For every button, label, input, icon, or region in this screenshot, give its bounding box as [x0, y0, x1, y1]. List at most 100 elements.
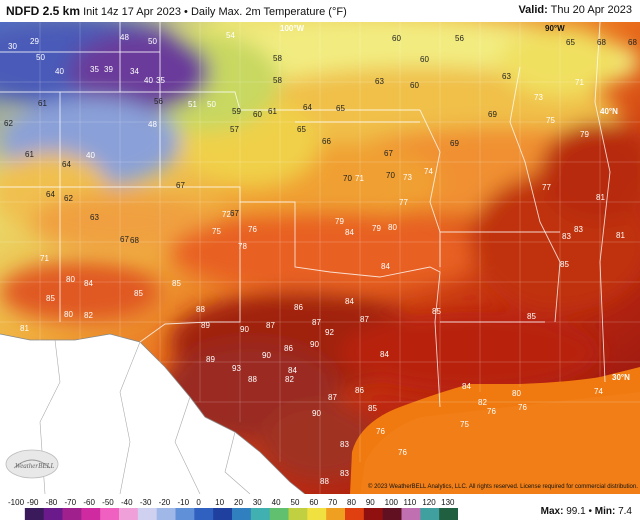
- temperature-value: 67: [384, 149, 393, 158]
- temperature-value: 83: [574, 225, 583, 234]
- colorbar-cell: [288, 508, 308, 520]
- temperature-value: 90: [312, 409, 321, 418]
- colorbar-tick-label: 40: [272, 498, 281, 507]
- temperature-value: 83: [340, 440, 349, 449]
- colorbar-cell: [250, 508, 271, 520]
- temperature-value: 69: [488, 110, 497, 119]
- min-value: 7.4: [618, 506, 632, 517]
- header-separator: •: [184, 6, 188, 18]
- temperature-value: 58: [273, 54, 282, 63]
- temperature-value: 83: [340, 469, 349, 478]
- temperature-value: 62: [64, 194, 73, 203]
- temperature-value: 59: [232, 107, 241, 116]
- colorbar-tick-label: 120: [422, 498, 436, 507]
- temperature-value: 61: [25, 150, 34, 159]
- temperature-value: 61: [38, 99, 47, 108]
- colorbar-cell: [175, 508, 195, 520]
- temperature-value: 85: [527, 312, 536, 321]
- temperature-value: 69: [450, 139, 459, 148]
- temperature-value: 84: [462, 382, 471, 391]
- colorbar-cell: [232, 508, 252, 520]
- temperature-value: 87: [312, 318, 321, 327]
- temperature-value: 76: [487, 407, 496, 416]
- temperature-value: 85: [172, 279, 181, 288]
- temperature-value: 86: [294, 303, 303, 312]
- temperature-value: 82: [285, 375, 294, 384]
- colorbar-tick-label: -100: [8, 498, 25, 507]
- temperature-value: 60: [392, 34, 401, 43]
- temperature-value: 65: [336, 104, 345, 113]
- colorbar-tick-label: -50: [102, 498, 114, 507]
- colorbar-cell: [194, 508, 214, 520]
- temperature-value: 70: [343, 174, 352, 183]
- temperature-value: 68: [130, 236, 139, 245]
- copyright-text: © 2023 WeatherBELL Analytics, LLC. All r…: [368, 483, 638, 490]
- colorbar-cell: [420, 508, 440, 520]
- temperature-value: 88: [320, 477, 329, 486]
- temperature-map: 100°W 90°W 40°N 30°N 50 30 29 48 50 54 60 56 60 6…: [0, 22, 640, 494]
- colorbar-cell: [137, 508, 158, 520]
- colorbar-tick-label: -70: [65, 498, 77, 507]
- state-lines: [0, 22, 611, 408]
- temperature-value: 86: [355, 386, 364, 395]
- temperature-value: 80: [512, 389, 521, 398]
- colorbar-cell: [363, 508, 384, 520]
- field-name: Daily Max. 2m Temperature (°F): [190, 6, 347, 18]
- temperature-value: 82: [84, 311, 93, 320]
- temperature-value: 30: [8, 42, 17, 51]
- temperature-value: 75: [460, 420, 469, 429]
- colorbar-tick-label: 110: [404, 498, 417, 507]
- temperature-value: 90: [310, 340, 319, 349]
- temperature-value: 63: [502, 72, 511, 81]
- temperature-value: 63: [90, 213, 99, 222]
- stats-separator: •: [588, 506, 592, 517]
- colorbar-cell: [307, 508, 327, 520]
- temperature-value: 84: [345, 297, 354, 306]
- temperature-value: 84: [380, 350, 389, 359]
- logo-text: WeatherBELL: [15, 462, 55, 470]
- temperature-value: 62: [4, 119, 13, 128]
- temperature-value: 39: [104, 65, 113, 74]
- colorbar-cell: [382, 508, 402, 520]
- temperature-value: 35: [90, 65, 99, 74]
- header-right: Valid: Thu 20 Apr 2023: [518, 4, 632, 16]
- temperature-value: 58: [273, 76, 282, 85]
- temperature-value: 71: [40, 254, 49, 263]
- init-time: Init 14z 17 Apr 2023: [83, 6, 181, 18]
- temperature-value: 90: [240, 325, 249, 334]
- temperature-value: 79: [335, 217, 344, 226]
- colorbar-tick-label: 50: [291, 498, 300, 507]
- temperature-value: 68: [597, 38, 606, 47]
- temperature-value: 56: [154, 97, 163, 106]
- colorbar-tick-label: 80: [347, 498, 356, 507]
- temperature-value: 85: [368, 404, 377, 413]
- temperature-value: 80: [388, 223, 397, 232]
- temperature-value: 72: [222, 210, 231, 219]
- max-label: Max:: [540, 506, 564, 517]
- temperature-value: 60: [420, 55, 429, 64]
- lat-30n-label: 30°N: [612, 373, 630, 382]
- temperature-value: 76: [248, 225, 257, 234]
- temperature-value: 90: [262, 351, 271, 360]
- temperature-value: 60: [410, 81, 419, 90]
- temperature-value: 77: [542, 183, 551, 192]
- temperature-value: 87: [266, 321, 275, 330]
- temperature-value: 85: [46, 294, 55, 303]
- temperature-value: 81: [20, 324, 29, 333]
- temperature-value: 74: [424, 167, 433, 176]
- colorbar-cell: [43, 508, 63, 520]
- temperature-value: 82: [478, 398, 487, 407]
- temperature-value: 92: [325, 328, 334, 337]
- colorbar-cell: [401, 508, 421, 520]
- temperature-value: 67: [120, 235, 129, 244]
- temperature-value: 63: [375, 77, 384, 86]
- temperature-value: 64: [303, 103, 312, 112]
- temperature-value: 78: [238, 242, 247, 251]
- temperature-value: 80: [66, 275, 75, 284]
- colorbar-tick-label: 70: [328, 498, 337, 507]
- temperature-value: 86: [284, 344, 293, 353]
- temperature-value: 65: [297, 125, 306, 134]
- lon-90w-label: 90°W: [545, 24, 565, 33]
- temperature-value: 87: [328, 393, 337, 402]
